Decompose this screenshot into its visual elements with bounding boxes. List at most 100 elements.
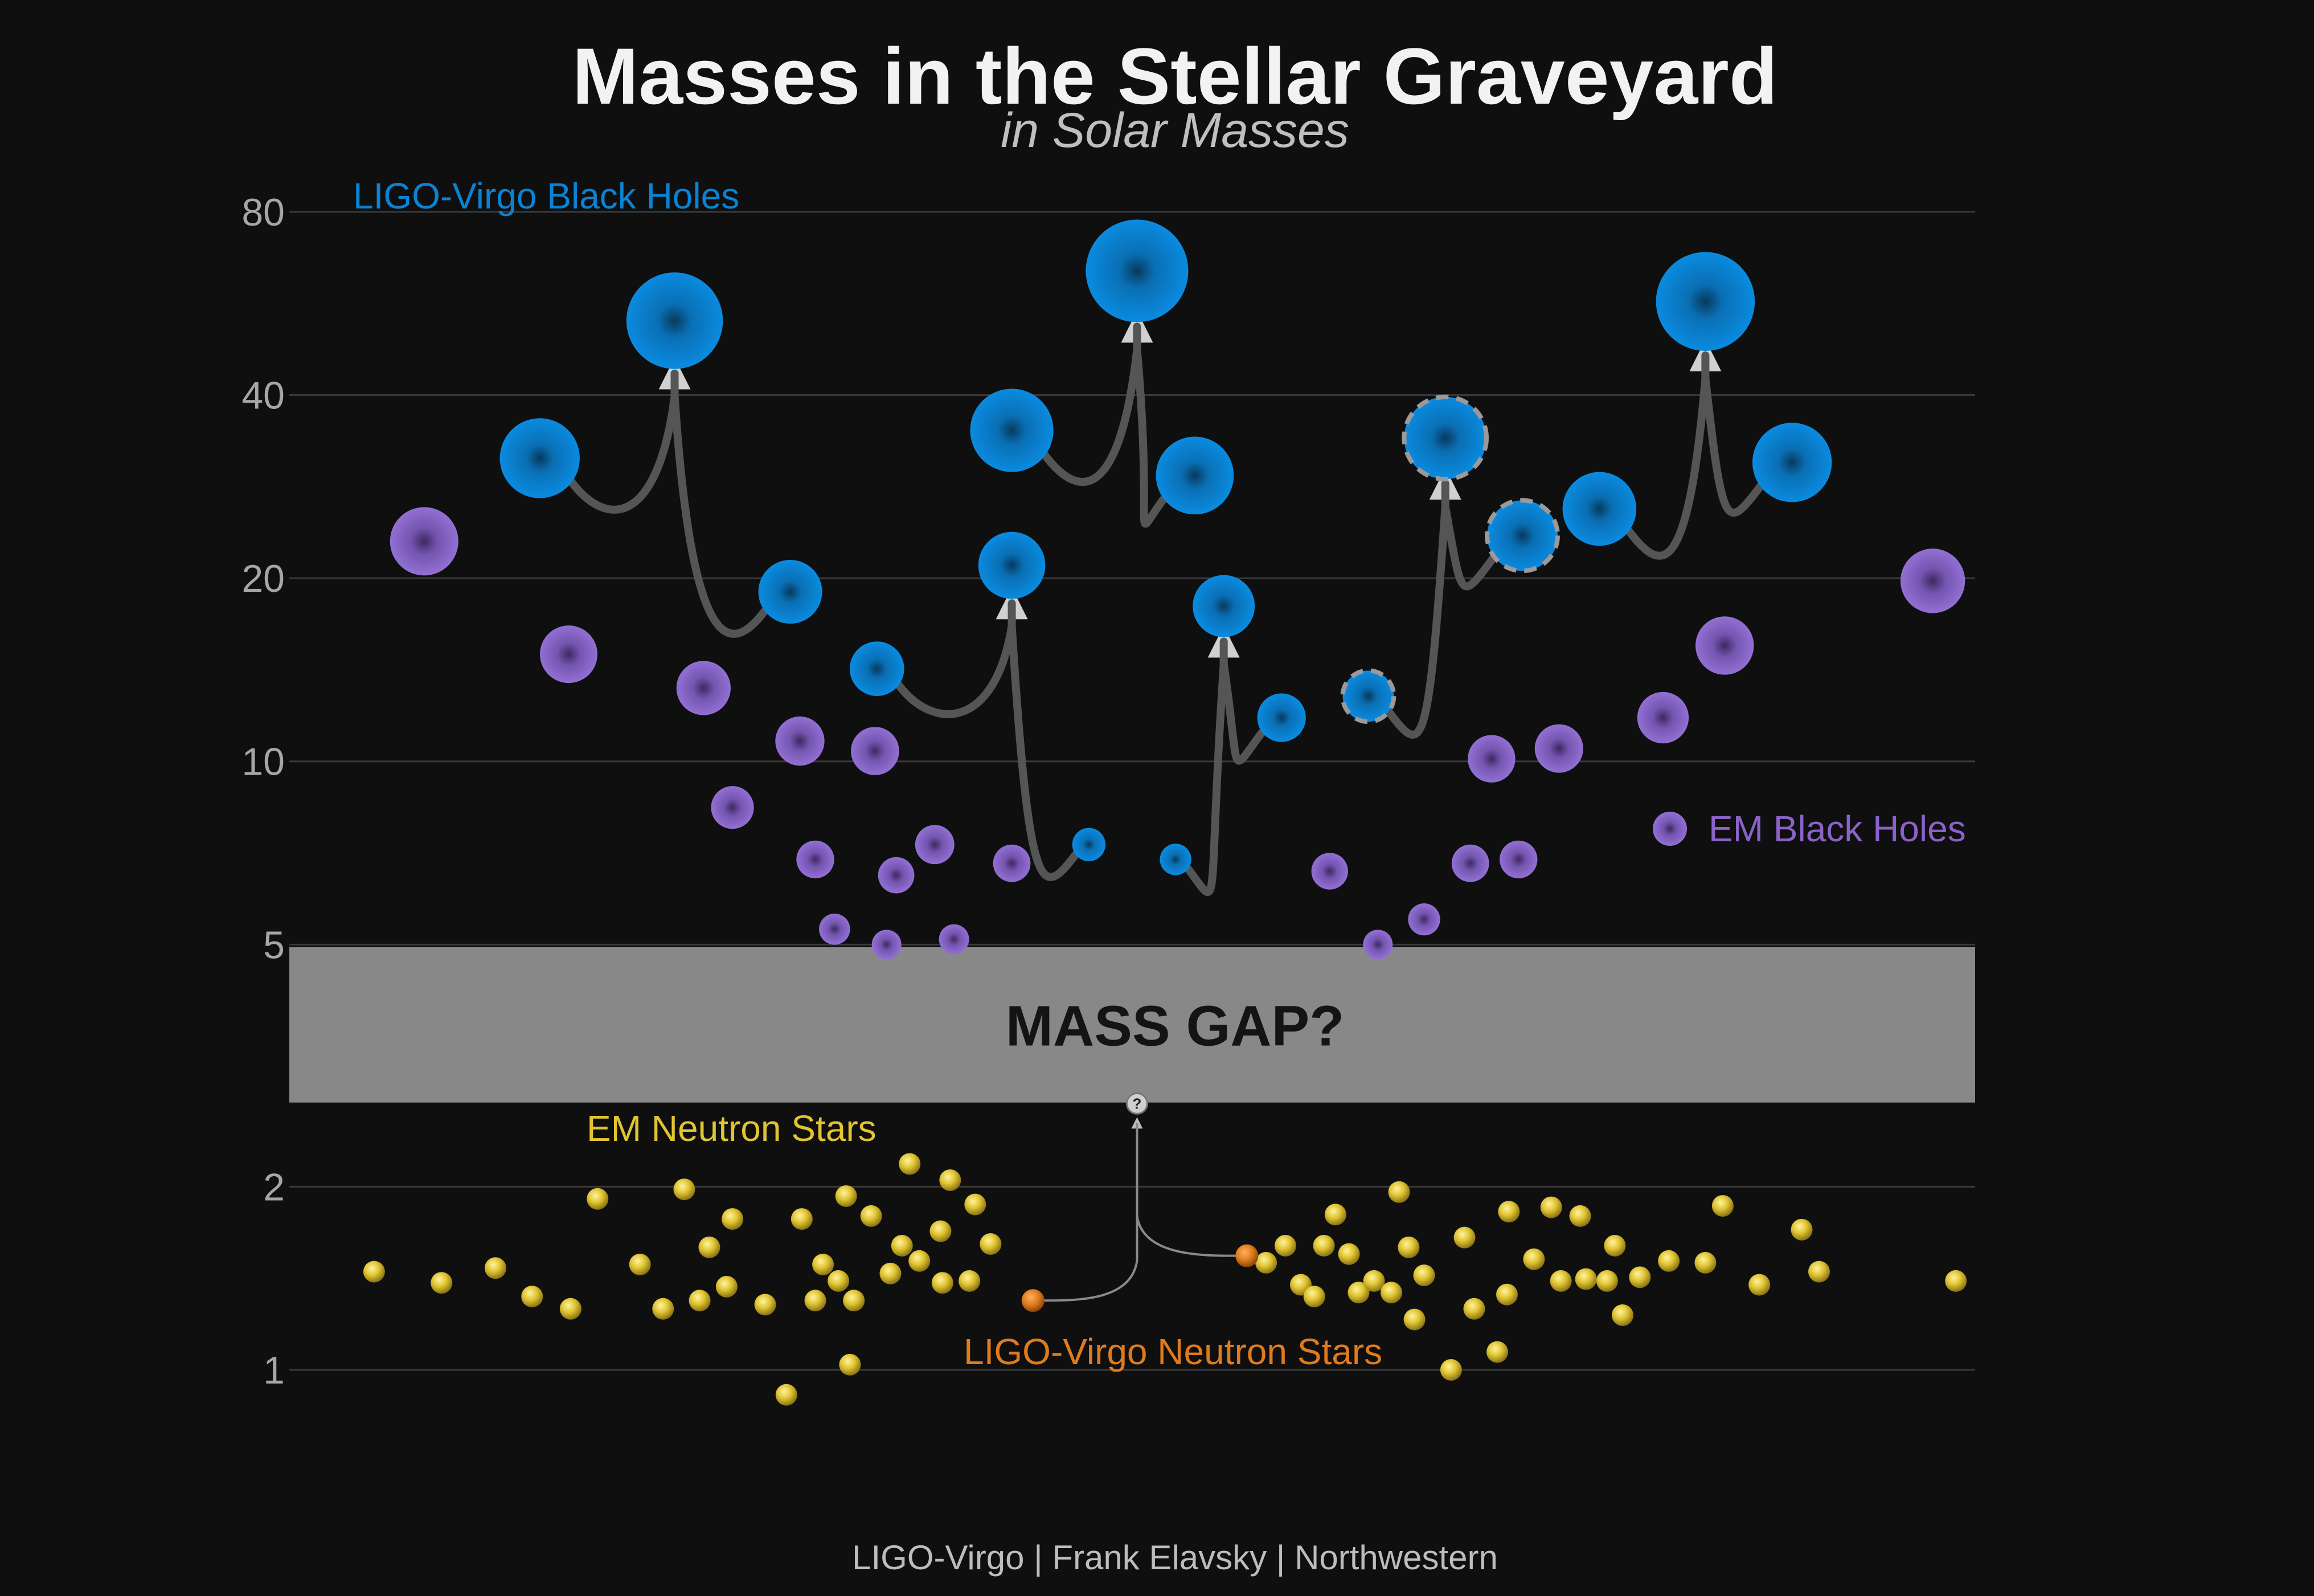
y-tick-label-1: 1: [263, 1349, 285, 1392]
em-bh-point-10: [915, 825, 955, 865]
em-ns-point-13: [754, 1294, 776, 1316]
chart-subtitle: in Solar Masses: [1001, 103, 1349, 158]
y-tick-label-5: 5: [263, 923, 285, 967]
em-ns-point-21: [843, 1290, 865, 1312]
em-ns-point-29: [939, 1169, 961, 1191]
credit-line: LIGO-Virgo | Frank Elavsky | Northwester…: [852, 1538, 1498, 1577]
em-ns-point-57: [1575, 1268, 1597, 1290]
em-bh-point-19: [1534, 724, 1583, 773]
ligo-bh-point-10: [1193, 575, 1255, 637]
em-ns-point-68: [1945, 1270, 1967, 1292]
legend-em-black-holes-marker: [1653, 812, 1687, 846]
em-bh-point-18: [1500, 840, 1538, 879]
em-ns-point-58: [1596, 1270, 1618, 1292]
mass-gap-band: MASS GAP?: [289, 947, 1975, 1103]
legend-ligo-black-holes: LIGO-Virgo Black Holes: [353, 175, 739, 216]
merger-arrow-ligo-virgo-black-holes-0-0: [567, 357, 691, 514]
merger-arrow-ligo-virgo-black-holes-3-0: [1184, 625, 1240, 897]
y-tick-label-10: 10: [241, 740, 285, 784]
em-ns-point-51: [1496, 1283, 1518, 1306]
em-bh-point-4: [775, 716, 825, 766]
y-tick-label-80: 80: [241, 191, 285, 234]
em-ns-point-19: [835, 1185, 857, 1207]
unknown-remnant-label: ?: [1133, 1095, 1142, 1112]
merger-arrow-ligo-virgo-black-holes-4-0: [1385, 468, 1461, 739]
em-bh-point-7: [851, 727, 899, 775]
em-ns-point-22: [860, 1205, 882, 1227]
merger-arrow-ligo-virgo-black-holes-1-0: [895, 587, 1028, 718]
em-ns-point-28: [931, 1272, 953, 1294]
em-bh-point-0: [390, 507, 458, 576]
em-ns-point-55: [1550, 1270, 1572, 1292]
em-ns-point-10: [698, 1236, 720, 1258]
em-ns-point-65: [1748, 1274, 1771, 1296]
em-bh-point-13: [1311, 853, 1348, 890]
ligo-bh-point-16: [1656, 252, 1755, 351]
merger-arrow-ligo-virgo-black-holes-2-0: [1041, 310, 1153, 486]
em-ns-point-6: [629, 1253, 651, 1275]
ligo-bh-point-13: [1402, 394, 1489, 482]
ligo-bh-point-8: [1160, 844, 1191, 875]
em-ns-point-34: [1274, 1234, 1296, 1257]
em-bh-point-15: [1408, 903, 1440, 936]
merger-arrow-ligo-virgo-black-holes-1-1: [1007, 599, 1080, 881]
merger-arrow-ligo-ns-0: [1043, 1117, 1143, 1302]
em-bh-point-22: [1900, 549, 1965, 613]
merger-arrow-ligo-virgo-black-holes-4-1: [1441, 480, 1498, 591]
em-bh-point-2: [676, 661, 731, 715]
ligo-bh-point-15: [1562, 472, 1637, 546]
em-ns-point-30: [959, 1270, 981, 1292]
merger-arrow-ligo-virgo-black-holes-5-0: [1625, 339, 1722, 560]
em-ns-point-36: [1303, 1286, 1325, 1308]
mass-gap-rect: [289, 947, 1975, 1103]
em-bh-point-21: [1695, 616, 1754, 675]
em-ns-point-66: [1791, 1218, 1813, 1241]
em-ns-point-20: [839, 1353, 861, 1376]
merger-arrows: [567, 310, 1764, 1302]
merger-arrow-ligo-virgo-black-holes-2-1: [1133, 322, 1168, 528]
em-ns-point-9: [689, 1290, 711, 1312]
ligo-bh-point-4: [978, 531, 1046, 599]
em-ns-point-23: [879, 1262, 902, 1284]
em-ns-point-1: [431, 1272, 453, 1294]
data-points: ?: [363, 219, 1967, 1406]
em-ns-point-15: [791, 1208, 813, 1230]
ligo-bh-point-6: [1072, 828, 1106, 861]
em-ns-point-56: [1569, 1205, 1591, 1227]
ligo-ns-point-2: [1235, 1244, 1259, 1267]
em-ns-point-17: [812, 1253, 834, 1275]
em-ns-point-16: [804, 1290, 826, 1312]
em-ns-point-54: [1540, 1196, 1562, 1218]
y-tick-label-40: 40: [241, 374, 285, 418]
em-ns-point-48: [1453, 1226, 1476, 1249]
em-ns-point-27: [929, 1220, 952, 1242]
y-tick-label-20: 20: [241, 557, 285, 600]
em-ns-point-61: [1629, 1266, 1651, 1288]
em-ns-point-59: [1604, 1234, 1626, 1257]
ligo-bh-point-12: [1340, 668, 1396, 725]
em-ns-point-24: [891, 1234, 913, 1257]
ligo-ns-point-0: [1021, 1289, 1045, 1312]
y-axis-tick-labels: 1 2 5 10 20 40 80: [241, 191, 285, 1392]
em-ns-point-7: [652, 1298, 674, 1320]
em-ns-point-39: [1338, 1243, 1360, 1265]
legend-em-neutron-stars: EM Neutron Stars: [587, 1108, 877, 1149]
em-ns-point-53: [1523, 1248, 1545, 1270]
legend-ligo-neutron-stars: LIGO-Virgo Neutron Stars: [964, 1331, 1382, 1372]
em-ns-point-42: [1380, 1282, 1402, 1304]
em-bh-point-5: [796, 840, 834, 879]
em-ns-point-46: [1413, 1264, 1435, 1287]
em-ns-point-4: [559, 1298, 581, 1320]
merger-arrow-ligo-virgo-black-holes-3-1: [1219, 637, 1267, 765]
em-ns-point-44: [1398, 1236, 1420, 1258]
em-bh-point-9: [878, 857, 915, 894]
em-ns-point-62: [1658, 1250, 1680, 1272]
em-ns-point-38: [1324, 1204, 1346, 1226]
merger-arrow-ligo-ns-1: [1136, 1123, 1237, 1257]
em-ns-point-0: [363, 1261, 385, 1283]
em-ns-point-63: [1694, 1251, 1717, 1274]
ligo-bh-point-17: [1752, 423, 1832, 502]
em-ns-point-8: [673, 1178, 695, 1201]
em-ns-point-50: [1486, 1341, 1509, 1363]
em-ns-point-52: [1498, 1201, 1520, 1223]
